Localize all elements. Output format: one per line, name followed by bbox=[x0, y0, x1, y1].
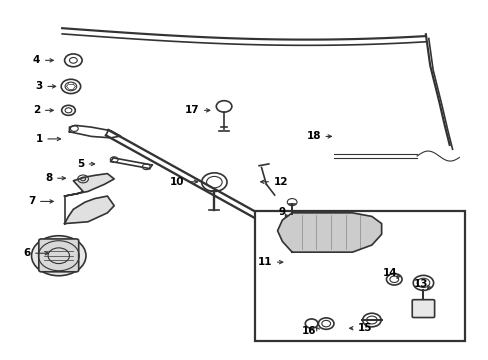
Text: 1: 1 bbox=[36, 134, 42, 144]
Circle shape bbox=[31, 236, 86, 276]
Text: 3: 3 bbox=[36, 81, 42, 91]
Polygon shape bbox=[277, 213, 381, 252]
Polygon shape bbox=[69, 125, 120, 138]
Text: 14: 14 bbox=[382, 268, 397, 278]
Text: 2: 2 bbox=[33, 105, 40, 115]
Text: 5: 5 bbox=[77, 159, 84, 169]
FancyBboxPatch shape bbox=[39, 239, 79, 272]
Text: 7: 7 bbox=[28, 197, 35, 206]
Polygon shape bbox=[64, 196, 114, 224]
Text: 13: 13 bbox=[413, 279, 427, 289]
Text: 18: 18 bbox=[305, 131, 320, 141]
Text: 11: 11 bbox=[257, 257, 272, 267]
Text: 16: 16 bbox=[302, 326, 316, 336]
Text: 12: 12 bbox=[273, 177, 287, 187]
FancyBboxPatch shape bbox=[255, 211, 464, 342]
Text: 10: 10 bbox=[170, 177, 184, 187]
FancyBboxPatch shape bbox=[411, 300, 434, 318]
Text: 17: 17 bbox=[184, 105, 199, 115]
Text: 6: 6 bbox=[23, 248, 30, 258]
Text: 15: 15 bbox=[357, 323, 371, 333]
Text: 9: 9 bbox=[278, 207, 285, 217]
Text: 4: 4 bbox=[33, 55, 40, 65]
Text: 8: 8 bbox=[45, 173, 52, 183]
Polygon shape bbox=[64, 174, 114, 196]
